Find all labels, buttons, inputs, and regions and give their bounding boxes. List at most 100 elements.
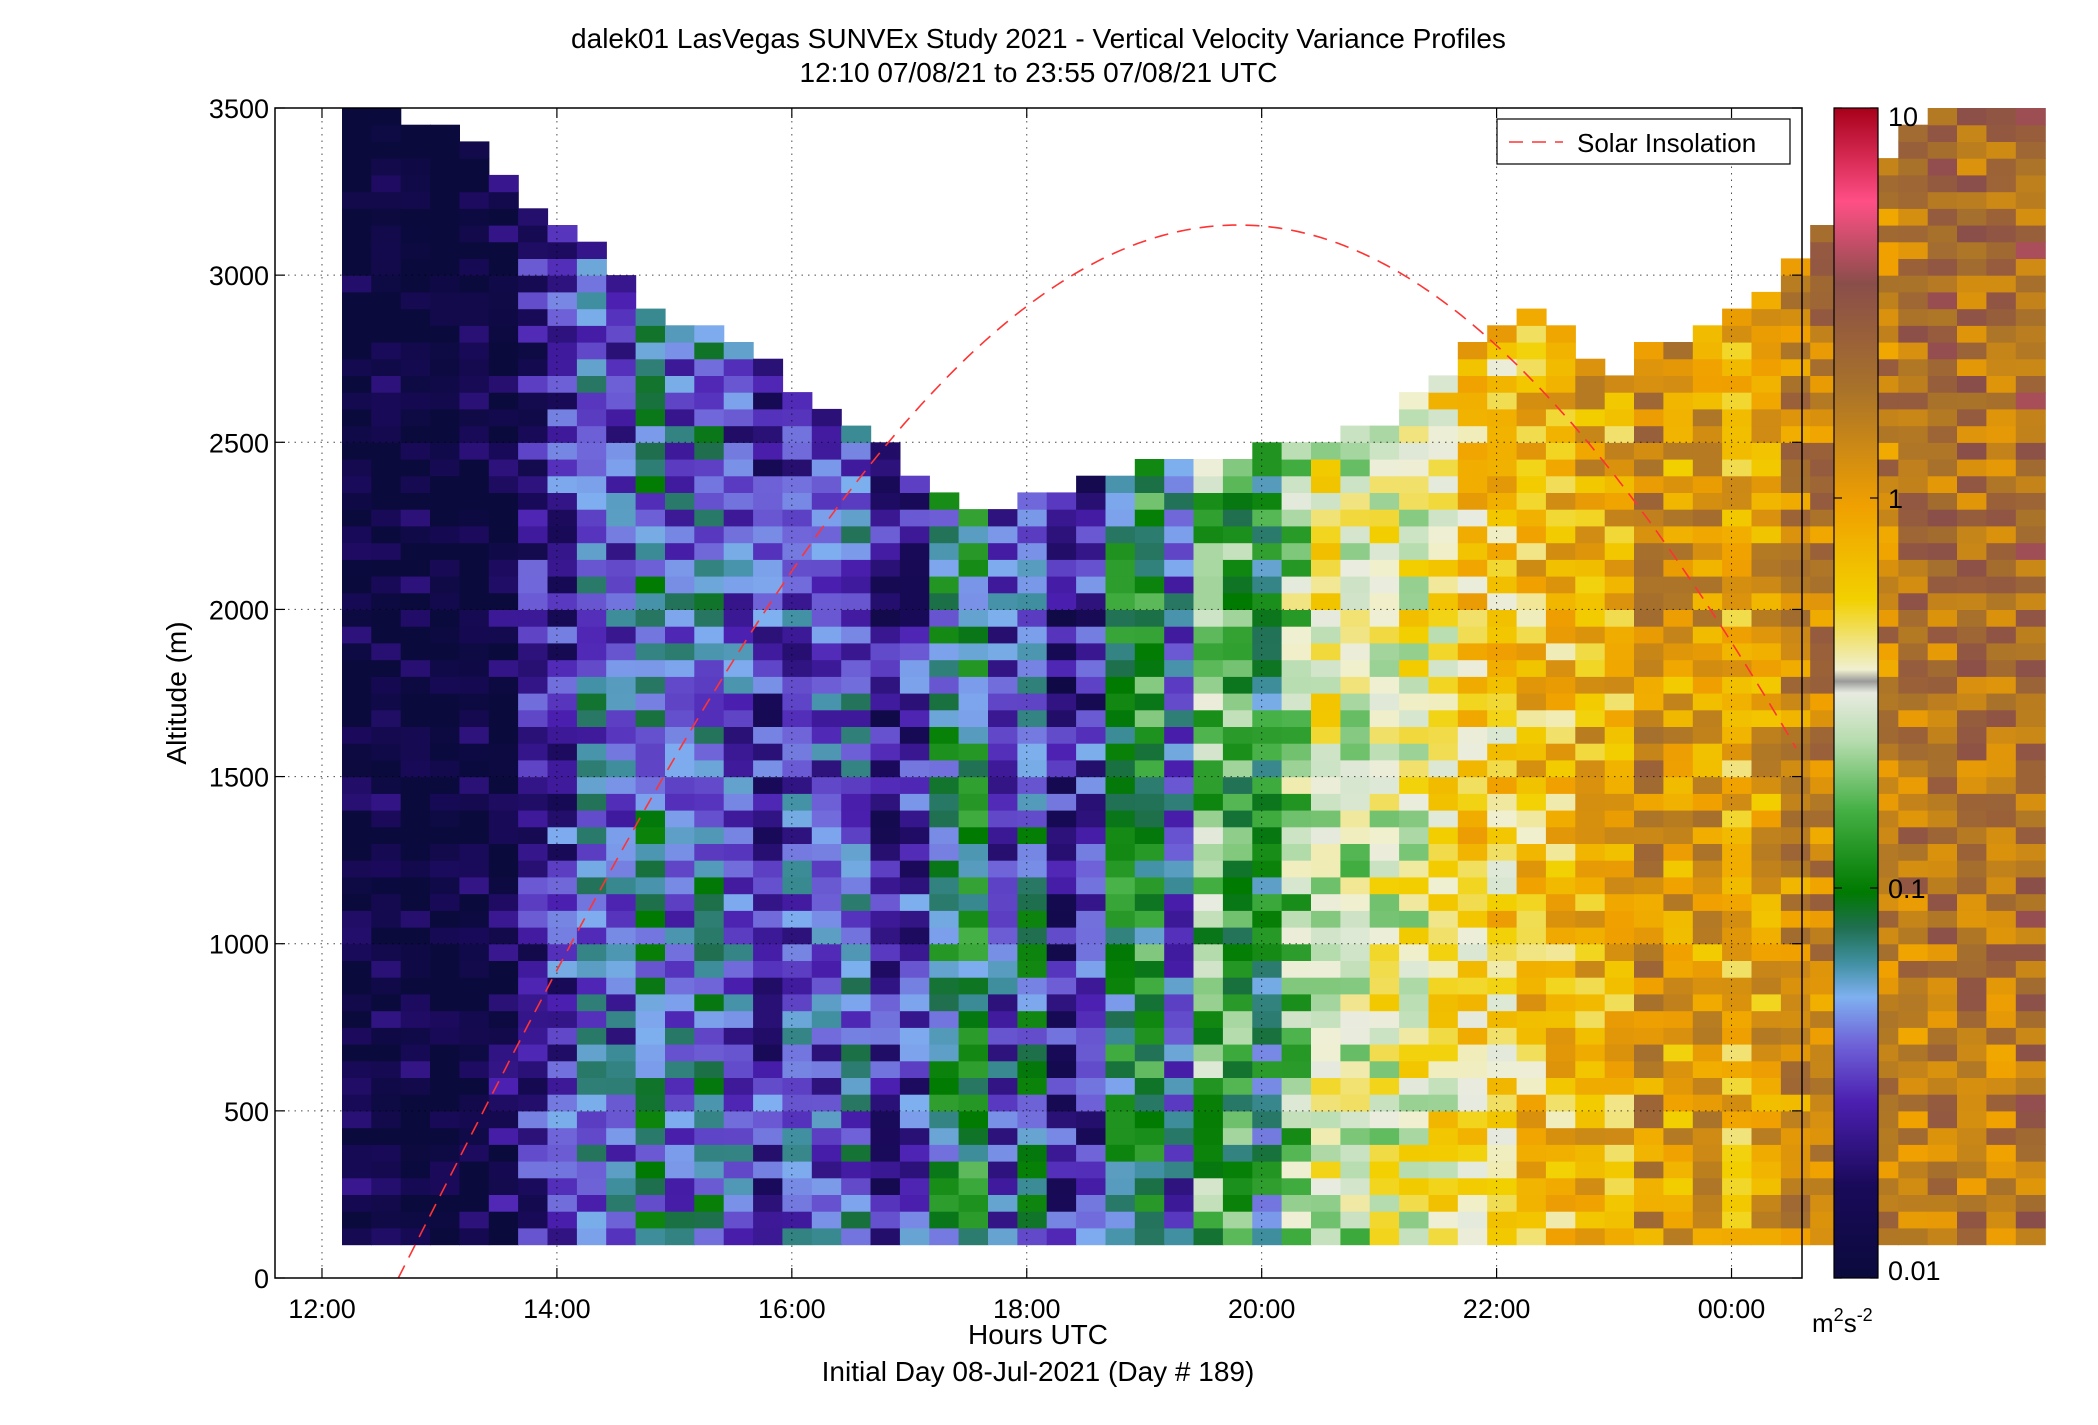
heatmap-cell <box>576 358 607 376</box>
heatmap-cell <box>1017 1027 1048 1045</box>
heatmap-cell <box>1516 843 1547 861</box>
heatmap-cell <box>1780 693 1811 711</box>
heatmap-cell <box>1751 559 1782 577</box>
heatmap-cell <box>899 492 930 510</box>
heatmap-cell <box>1076 559 1107 577</box>
heatmap-cell <box>723 693 754 711</box>
heatmap-cell <box>811 1110 842 1129</box>
heatmap-cell <box>1927 1060 1958 1078</box>
heatmap-cell <box>1134 509 1165 527</box>
heatmap-cell <box>1399 425 1430 443</box>
heatmap-cell <box>1134 492 1165 510</box>
heatmap-cell <box>1898 325 1929 343</box>
heatmap-cell <box>1810 993 1841 1012</box>
heatmap-cell <box>870 525 901 544</box>
heatmap-cell <box>1927 1227 1958 1246</box>
heatmap-cell <box>1487 1110 1518 1129</box>
heatmap-cell <box>753 1211 784 1229</box>
heatmap-cell <box>1399 609 1430 627</box>
heatmap-cell <box>1222 1127 1253 1145</box>
heatmap-cell <box>1252 1077 1283 1095</box>
heatmap-cell <box>1017 876 1048 895</box>
heatmap-cell <box>1898 1177 1929 1195</box>
heatmap-cell <box>841 927 872 945</box>
heatmap-cell <box>1487 1177 1518 1195</box>
heatmap-cell <box>1164 709 1195 727</box>
heatmap-cell <box>635 826 666 844</box>
heatmap-cell <box>430 275 460 293</box>
heatmap-cell <box>518 943 549 961</box>
heatmap-cell <box>1017 509 1048 527</box>
heatmap-cell <box>518 726 549 744</box>
heatmap-cell <box>1957 659 1987 677</box>
heatmap-cell <box>665 559 695 577</box>
heatmap-cell <box>518 826 549 844</box>
heatmap-cell <box>1927 442 1958 460</box>
heatmap-cell <box>1810 425 1841 443</box>
heatmap-cell <box>1722 993 1753 1012</box>
heatmap-cell <box>576 425 607 443</box>
heatmap-cell <box>1692 960 1723 978</box>
heatmap-cell <box>1986 124 2017 142</box>
heatmap-cell <box>1780 1127 1811 1145</box>
heatmap-cell <box>1957 592 1987 610</box>
heatmap-cell <box>547 860 578 878</box>
heatmap-cell <box>1399 592 1430 610</box>
heatmap-cell <box>1986 525 2017 544</box>
heatmap-cell <box>1399 676 1430 694</box>
heatmap-cell <box>1105 1110 1136 1129</box>
heatmap-cell <box>1340 626 1371 644</box>
heatmap-cell <box>635 960 666 978</box>
heatmap-cell <box>1076 709 1107 727</box>
heatmap-cell <box>1457 676 1488 694</box>
heatmap-cell <box>1663 408 1694 427</box>
heatmap-cell <box>665 1027 695 1045</box>
heatmap-cell <box>459 375 490 393</box>
heatmap-cell <box>547 291 578 310</box>
heatmap-cell <box>1927 943 1958 961</box>
heatmap-cell <box>1898 141 1929 159</box>
heatmap-cell <box>811 1194 842 1212</box>
heatmap-cell <box>2015 225 2046 243</box>
heatmap-cell <box>576 659 607 677</box>
heatmap-cell <box>1663 576 1694 594</box>
heatmap-cell <box>1575 1144 1606 1162</box>
heatmap-cell <box>870 910 901 928</box>
heatmap-cell <box>1164 910 1195 928</box>
heatmap-cell <box>430 408 460 427</box>
heatmap-cell <box>1634 876 1664 895</box>
heatmap-cell <box>1898 743 1929 761</box>
heatmap-cell <box>371 1094 402 1112</box>
heatmap-cell <box>1105 860 1136 878</box>
heatmap-cell <box>1780 776 1811 794</box>
heatmap-cell <box>753 542 784 560</box>
heatmap-cell <box>1663 425 1694 443</box>
heatmap-cell <box>1222 776 1253 794</box>
heatmap-cell <box>1751 576 1782 594</box>
heatmap-cell <box>400 576 431 594</box>
heatmap-cell <box>1164 492 1195 510</box>
heatmap-cell <box>1545 442 1576 460</box>
heatmap-cell <box>606 642 637 661</box>
heatmap-cell <box>2015 1094 2046 1112</box>
heatmap-cell <box>488 659 519 677</box>
heatmap-cell <box>1281 1044 1312 1062</box>
heatmap-cell <box>1516 525 1547 544</box>
heatmap-cell <box>1575 776 1606 794</box>
heatmap-cell <box>1663 459 1694 477</box>
heatmap-cell <box>811 1077 842 1095</box>
heatmap-cell <box>1986 626 2017 644</box>
heatmap-cell <box>547 1094 578 1112</box>
heatmap-cell <box>1810 960 1841 978</box>
heatmap-cell <box>400 141 431 159</box>
heatmap-cell <box>1164 693 1195 711</box>
heatmap-cell <box>1076 726 1107 744</box>
heatmap-cell <box>958 659 989 677</box>
heatmap-cell <box>400 960 431 978</box>
heatmap-cell <box>1898 442 1929 460</box>
heatmap-cell <box>635 943 666 961</box>
heatmap-cell <box>371 642 402 661</box>
heatmap-cell <box>1810 709 1841 727</box>
heatmap-cell <box>400 1094 431 1112</box>
heatmap-cell <box>576 542 607 560</box>
